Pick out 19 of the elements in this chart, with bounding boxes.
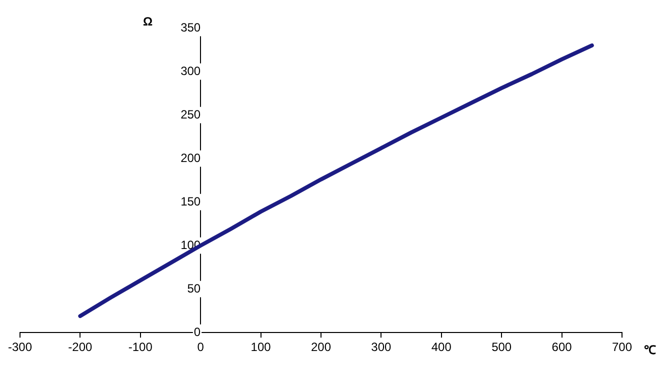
x-tick-label: -100 <box>128 340 153 354</box>
y-tick-label: 50 <box>187 281 201 296</box>
y-tick-label: 350 <box>180 20 201 34</box>
x-tick-label: 700 <box>612 340 632 354</box>
x-axis-title: ℃ <box>644 342 656 357</box>
y-axis-title: Ω <box>142 14 153 28</box>
x-tick-label: 400 <box>431 340 452 354</box>
y-tick-label: 200 <box>180 150 201 165</box>
x-tick-label: 300 <box>371 340 392 354</box>
x-tick-label: 100 <box>250 340 272 354</box>
y-tick-label: 150 <box>180 194 201 208</box>
x-tick-label: -300 <box>8 340 32 354</box>
x-tick-label: 200 <box>310 340 332 354</box>
y-tick-label: 250 <box>180 107 201 122</box>
y-tick-label: 300 <box>180 64 201 78</box>
x-tick-label: -200 <box>68 340 93 354</box>
x-tick-label: 600 <box>552 340 572 354</box>
y-tick-label: 0 <box>194 324 201 339</box>
x-tick-label: 500 <box>492 340 512 354</box>
